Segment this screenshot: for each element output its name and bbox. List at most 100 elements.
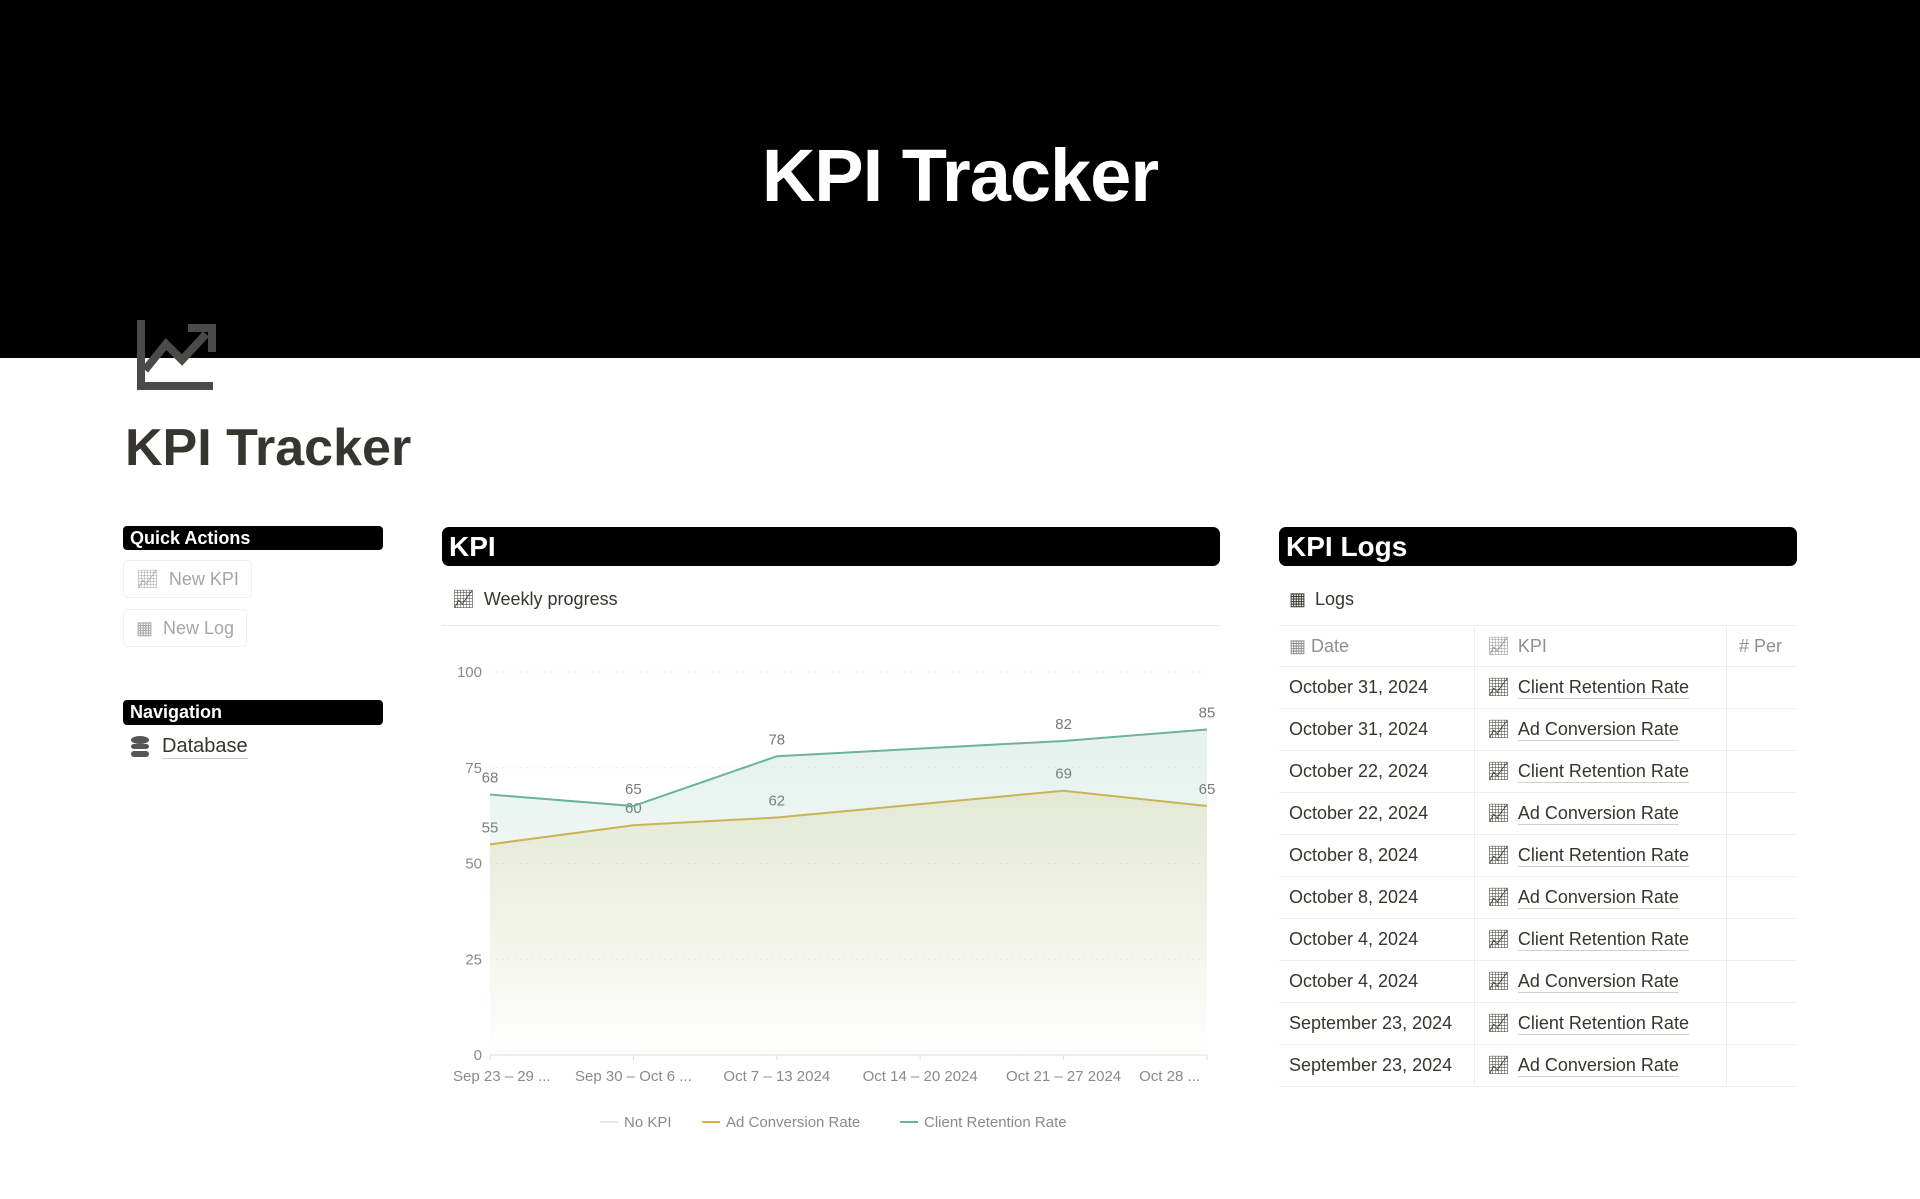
per-cell — [1727, 709, 1797, 750]
kpi-cell: 📈︎ Ad Conversion Rate — [1475, 793, 1727, 834]
nav-link-database[interactable]: Database — [130, 735, 248, 759]
date-cell: September 23, 2024 — [1279, 1045, 1475, 1086]
table-row[interactable]: October 22, 2024 📈︎ Client Retention Rate — [1279, 751, 1797, 793]
kpi-link[interactable]: Client Retention Rate — [1517, 844, 1689, 867]
database-label: Database — [162, 735, 248, 759]
column-header-per[interactable]: # Per — [1727, 626, 1797, 666]
new-kpi-button[interactable]: 📈︎ New KPI — [123, 560, 252, 598]
chart-line-icon: 📈︎ — [452, 589, 475, 609]
column-label: Date — [1311, 635, 1350, 656]
table-row[interactable]: October 31, 2024 📈︎ Ad Conversion Rate — [1279, 709, 1797, 751]
table-row[interactable]: October 8, 2024 📈︎ Ad Conversion Rate — [1279, 877, 1797, 919]
kpi-heading: KPI — [442, 527, 1220, 566]
kpi-link[interactable]: Client Retention Rate — [1517, 676, 1689, 699]
date-cell: October 31, 2024 — [1279, 709, 1475, 750]
kpi-cell: 📈︎ Ad Conversion Rate — [1475, 961, 1727, 1002]
data-label: 65 — [625, 781, 642, 798]
kpi-cell: 📈︎ Client Retention Rate — [1475, 667, 1727, 708]
quick-actions-heading: Quick Actions — [123, 526, 383, 550]
database-icon — [131, 736, 149, 757]
table-row[interactable]: October 22, 2024 📈︎ Ad Conversion Rate — [1279, 793, 1797, 835]
new-kpi-label: New KPI — [168, 568, 239, 589]
per-cell — [1727, 1003, 1797, 1044]
column-header-kpi[interactable]: 📈︎ KPI — [1475, 626, 1727, 666]
table-icon: ▦ — [136, 617, 154, 638]
per-cell — [1727, 877, 1797, 918]
y-tick-label: 0 — [474, 1047, 482, 1064]
chart-line-icon: 📈︎ — [1487, 1013, 1510, 1033]
data-label: 85 — [1199, 704, 1216, 721]
x-tick-label: Oct 21 – 27 2024 — [1006, 1068, 1121, 1085]
legend-label: Client Retention Rate — [924, 1114, 1067, 1131]
divider — [442, 625, 1220, 626]
table-header: ▦ Date 📈︎ KPI # Per — [1279, 625, 1797, 667]
kpi-cell: 📈︎ Client Retention Rate — [1475, 751, 1727, 792]
kpi-logs-heading: KPI Logs — [1279, 527, 1797, 566]
chart-line-up-icon — [137, 320, 216, 390]
x-tick-label: Sep 23 – 29 ... — [453, 1068, 551, 1085]
y-tick-label: 25 — [465, 951, 482, 968]
per-cell — [1727, 793, 1797, 834]
chart-line-icon: 📈︎ — [1487, 971, 1510, 991]
kpi-cell: 📈︎ Ad Conversion Rate — [1475, 877, 1727, 918]
series-area — [490, 729, 1207, 1055]
chart-line-icon: 📈︎ — [136, 568, 159, 589]
per-cell — [1727, 961, 1797, 1002]
y-tick-label: 75 — [465, 760, 482, 777]
banner-title: KPI Tracker — [761, 133, 1159, 217]
new-log-button[interactable]: ▦ New Log — [123, 609, 248, 647]
chart-line-icon: 📈︎ — [1487, 635, 1510, 656]
per-cell — [1727, 667, 1797, 708]
navigation-heading: Navigation — [123, 700, 383, 725]
y-tick-label: 100 — [457, 664, 482, 681]
kpi-link[interactable]: Ad Conversion Rate — [1517, 886, 1679, 909]
view-tab-weekly-progress[interactable]: 📈︎ Weekly progress — [452, 589, 618, 610]
chart-line-icon: 📈︎ — [1487, 1055, 1510, 1075]
table-row[interactable]: October 8, 2024 📈︎ Client Retention Rate — [1279, 835, 1797, 877]
view-tab-logs[interactable]: ▦ Logs — [1289, 589, 1354, 610]
x-tick-label: Oct 14 – 20 2024 — [863, 1068, 978, 1085]
table-icon: ▦ — [1289, 589, 1307, 609]
legend-label: Ad Conversion Rate — [726, 1114, 860, 1131]
per-cell — [1727, 919, 1797, 960]
table-row[interactable]: September 23, 2024 📈︎ Ad Conversion Rate — [1279, 1045, 1797, 1087]
chart-line-icon: 📈︎ — [1487, 845, 1510, 865]
kpi-cell: 📈︎ Client Retention Rate — [1475, 1003, 1727, 1044]
chart-line-icon: 📈︎ — [1487, 887, 1510, 907]
data-label: 68 — [482, 770, 499, 787]
per-cell — [1727, 1045, 1797, 1086]
table-row[interactable]: September 23, 2024 📈︎ Client Retention Ra… — [1279, 1003, 1797, 1045]
kpi-cell: 📈︎ Client Retention Rate — [1475, 835, 1727, 876]
chart-line-icon: 📈︎ — [1487, 803, 1510, 823]
kpi-link[interactable]: Ad Conversion Rate — [1517, 1054, 1679, 1077]
column-header-date[interactable]: ▦ Date — [1279, 626, 1475, 666]
table-row[interactable]: October 4, 2024 📈︎ Ad Conversion Rate — [1279, 961, 1797, 1003]
x-tick-label: Oct 28 ... — [1139, 1068, 1200, 1085]
date-cell: October 31, 2024 — [1279, 667, 1475, 708]
date-cell: October 22, 2024 — [1279, 751, 1475, 792]
x-tick-label: Sep 30 – Oct 6 ... — [575, 1068, 692, 1085]
kpi-link[interactable]: Client Retention Rate — [1517, 928, 1689, 951]
chart-line-icon: 📈︎ — [1487, 761, 1510, 781]
series-line — [489, 728, 1208, 808]
kpi-link[interactable]: Ad Conversion Rate — [1517, 802, 1679, 825]
date-cell: October 8, 2024 — [1279, 835, 1475, 876]
table-row[interactable]: October 4, 2024 📈︎ Client Retention Rate — [1279, 919, 1797, 961]
date-cell: October 22, 2024 — [1279, 793, 1475, 834]
logs-table: ▦ Date 📈︎ KPI # Per October 31, 2024 📈︎ Cl… — [1279, 625, 1797, 1087]
kpi-link[interactable]: Client Retention Rate — [1517, 760, 1689, 783]
date-cell: September 23, 2024 — [1279, 1003, 1475, 1044]
cover-banner: KPI Tracker — [0, 0, 1920, 358]
kpi-link[interactable]: Client Retention Rate — [1517, 1012, 1689, 1035]
kpi-chart: 0 25 50 75 100 Sep 23 – 29 ... Sep 30 – Oct 6 … — [453, 664, 1216, 1131]
chart-line-icon: 📈︎ — [1487, 677, 1510, 697]
y-tick-label: 50 — [465, 856, 482, 873]
table-row[interactable]: October 31, 2024 📈︎ Client Retention Rate — [1279, 667, 1797, 709]
calendar-icon: ▦ — [1289, 635, 1312, 656]
kpi-link[interactable]: Ad Conversion Rate — [1517, 718, 1679, 741]
kpi-cell: 📈︎ Ad Conversion Rate — [1475, 1045, 1727, 1086]
kpi-link[interactable]: Ad Conversion Rate — [1517, 970, 1679, 993]
kpi-cell: 📈︎ Client Retention Rate — [1475, 919, 1727, 960]
legend-label: No KPI — [624, 1114, 672, 1131]
per-cell — [1727, 751, 1797, 792]
